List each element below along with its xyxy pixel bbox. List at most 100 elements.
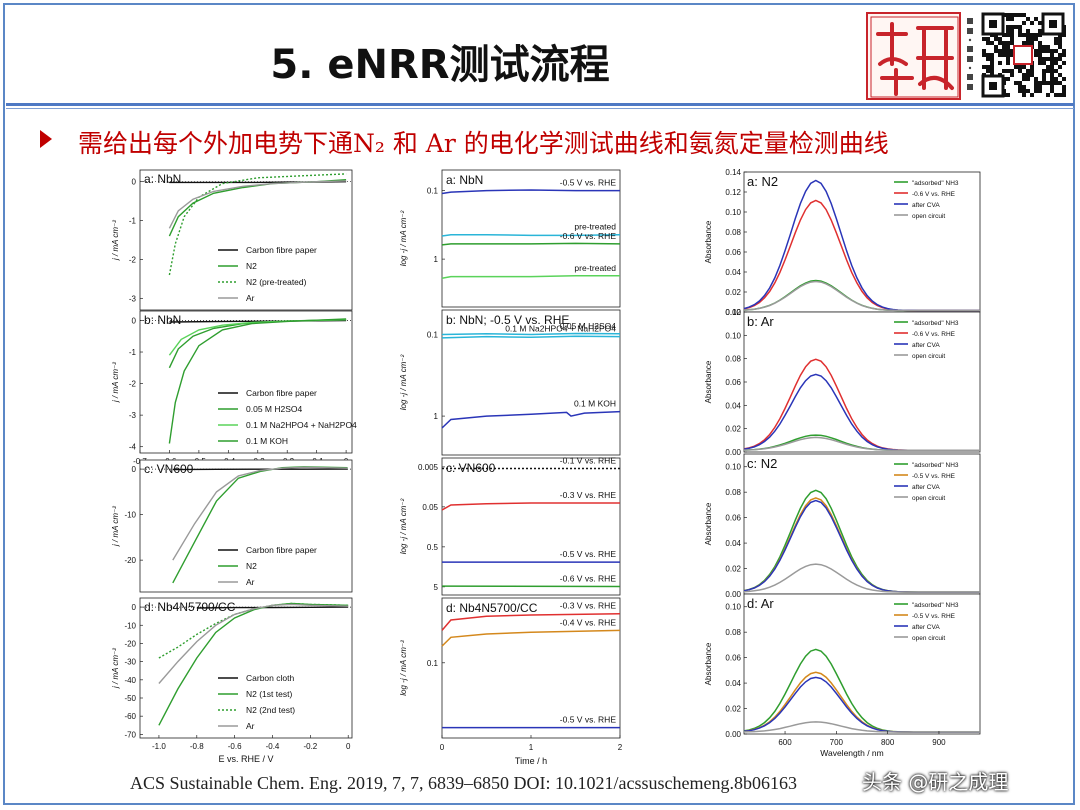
qr-module [1026,33,1030,37]
qr-module [1022,41,1026,45]
qr-module [1030,93,1034,97]
qr-module [1022,89,1026,93]
qr-module [986,37,990,41]
qr-module [1062,77,1066,81]
qr-module [1058,57,1062,61]
qr-module [1034,37,1038,41]
qr-module [1050,81,1054,85]
qr-module [1010,33,1014,37]
y-tick-label: -60 [124,712,136,721]
y-tick-label: 0.00 [725,308,741,317]
series-line [168,318,347,444]
y-tick-label: 0.06 [725,248,741,257]
qr-finder [981,12,1005,36]
qr-module [1006,53,1010,57]
legend-label: 0.1 M Na2HPO4 + NaH2PO4 [246,420,357,430]
qr-module [1046,65,1050,69]
y-tick-label: 0.06 [725,514,741,523]
legend-label: -0.5 V vs. RHE [912,613,956,620]
y-tick-label: -50 [124,694,136,703]
y-tick-label: 0.00 [725,590,741,599]
qr-center-logo [1013,45,1033,65]
qr-module [1018,29,1022,33]
legend-label: "adsorbed" NH3 [912,320,959,327]
y-tick-label: 0.005 [418,463,439,472]
y-tick-label: -1 [129,217,137,226]
qr-module [1054,37,1058,41]
qr-module [1010,37,1014,41]
slide-border [3,3,1075,805]
qr-module [1046,57,1050,61]
qr-module [1042,81,1046,85]
qr-module [1034,53,1038,57]
y-tick-label: -2 [129,255,137,264]
logo-slogan [967,18,973,90]
x-tick-label: -0.2 [303,742,317,751]
figure-column-ca: 0.1 1 log -j / mA cm⁻² a: NbN -0.5 V vs. RHE… [399,169,623,766]
chart-panel-col3-d: 0.00 0.02 0.04 0.06 0.08 0.10 Absorbance d: Ar "… [704,593,981,758]
chart-panel-col1-a: 0 -1 -2 -3 j / mA cm⁻² a: NbN Carbon fibre pap… [111,169,353,311]
y-tick-label: -10 [124,511,136,520]
qr-module [1054,49,1058,53]
panel-title: b: NbN [144,313,181,327]
y-tick-label: -3 [129,411,137,420]
qr-module [1034,49,1038,53]
y-tick-label: 1 [434,412,439,421]
y-tick-label: 0 [132,465,137,474]
y-tick-label: 1 [434,255,439,264]
y-tick-label: 0.06 [725,654,741,663]
chart-panel-col2-a: 0.1 1 log -j / mA cm⁻² a: NbN -0.5 V vs. RHE… [399,169,621,308]
series-label: -0.4 V vs. RHE [560,617,617,627]
figure-column-cv: 0 -1 -2 -3 j / mA cm⁻² a: NbN Carbon fibre pap… [111,169,357,764]
qr-module [1014,81,1018,85]
x-axis-label: Wavelength / nm [820,748,883,758]
y-tick-label: 0.06 [725,378,741,387]
qr-module [1042,45,1046,49]
y-tick-label: 0.02 [725,425,741,434]
qr-module [1062,49,1066,53]
qr-module [1042,57,1046,61]
qr-module [1026,37,1030,41]
qr-module [1058,53,1062,57]
x-axis-label: E vs. RHE / V [218,754,273,764]
qr-module [1038,61,1042,65]
x-tick-label: -0.8 [190,742,204,751]
y-tick-label: 0.00 [725,730,741,739]
series-line [743,280,980,312]
qr-module [982,65,986,69]
title-rule [6,103,1074,106]
qr-module [1010,13,1014,17]
panel-frame [743,311,981,453]
qr-module [1026,29,1030,33]
qr-module [1026,77,1030,81]
y-tick-label: 0.04 [725,268,741,277]
y-tick-label: -4 [129,443,137,452]
qr-module [1022,73,1026,77]
qr-module [1038,53,1042,57]
figure-column-uv: 0.00 0.02 0.04 0.06 0.08 0.10 0.12 0.14 Absorban… [704,168,981,758]
qr-module [1038,89,1042,93]
qr-module [1010,53,1014,57]
qr-module [1006,49,1010,53]
title-rule-thin [6,108,1074,109]
y-tick-label: 0.08 [725,488,741,497]
qr-module [1062,93,1066,97]
qr-module [1034,33,1038,37]
panel-title: b: NbN; -0.5 V vs. RHE [446,313,569,327]
y-tick-label: 0.04 [725,401,741,410]
qr-module [998,41,1002,45]
qr-module [1062,85,1066,89]
y-tick-label: 0.1 [427,331,439,340]
qr-module [1058,81,1062,85]
qr-module [1030,37,1034,41]
x-tick-label: -0.4 [266,742,280,751]
qr-module [1050,49,1054,53]
y-tick-label: 0.08 [725,228,741,237]
x-tick-label: 600 [778,738,792,747]
y-tick-label: 5 [434,583,439,592]
y-tick-label: 0.02 [725,565,741,574]
qr-module [1026,41,1030,45]
legend-label: "adsorbed" NH3 [912,602,959,609]
panel-title: c: VN600 [144,462,194,476]
qr-module [1018,65,1022,69]
